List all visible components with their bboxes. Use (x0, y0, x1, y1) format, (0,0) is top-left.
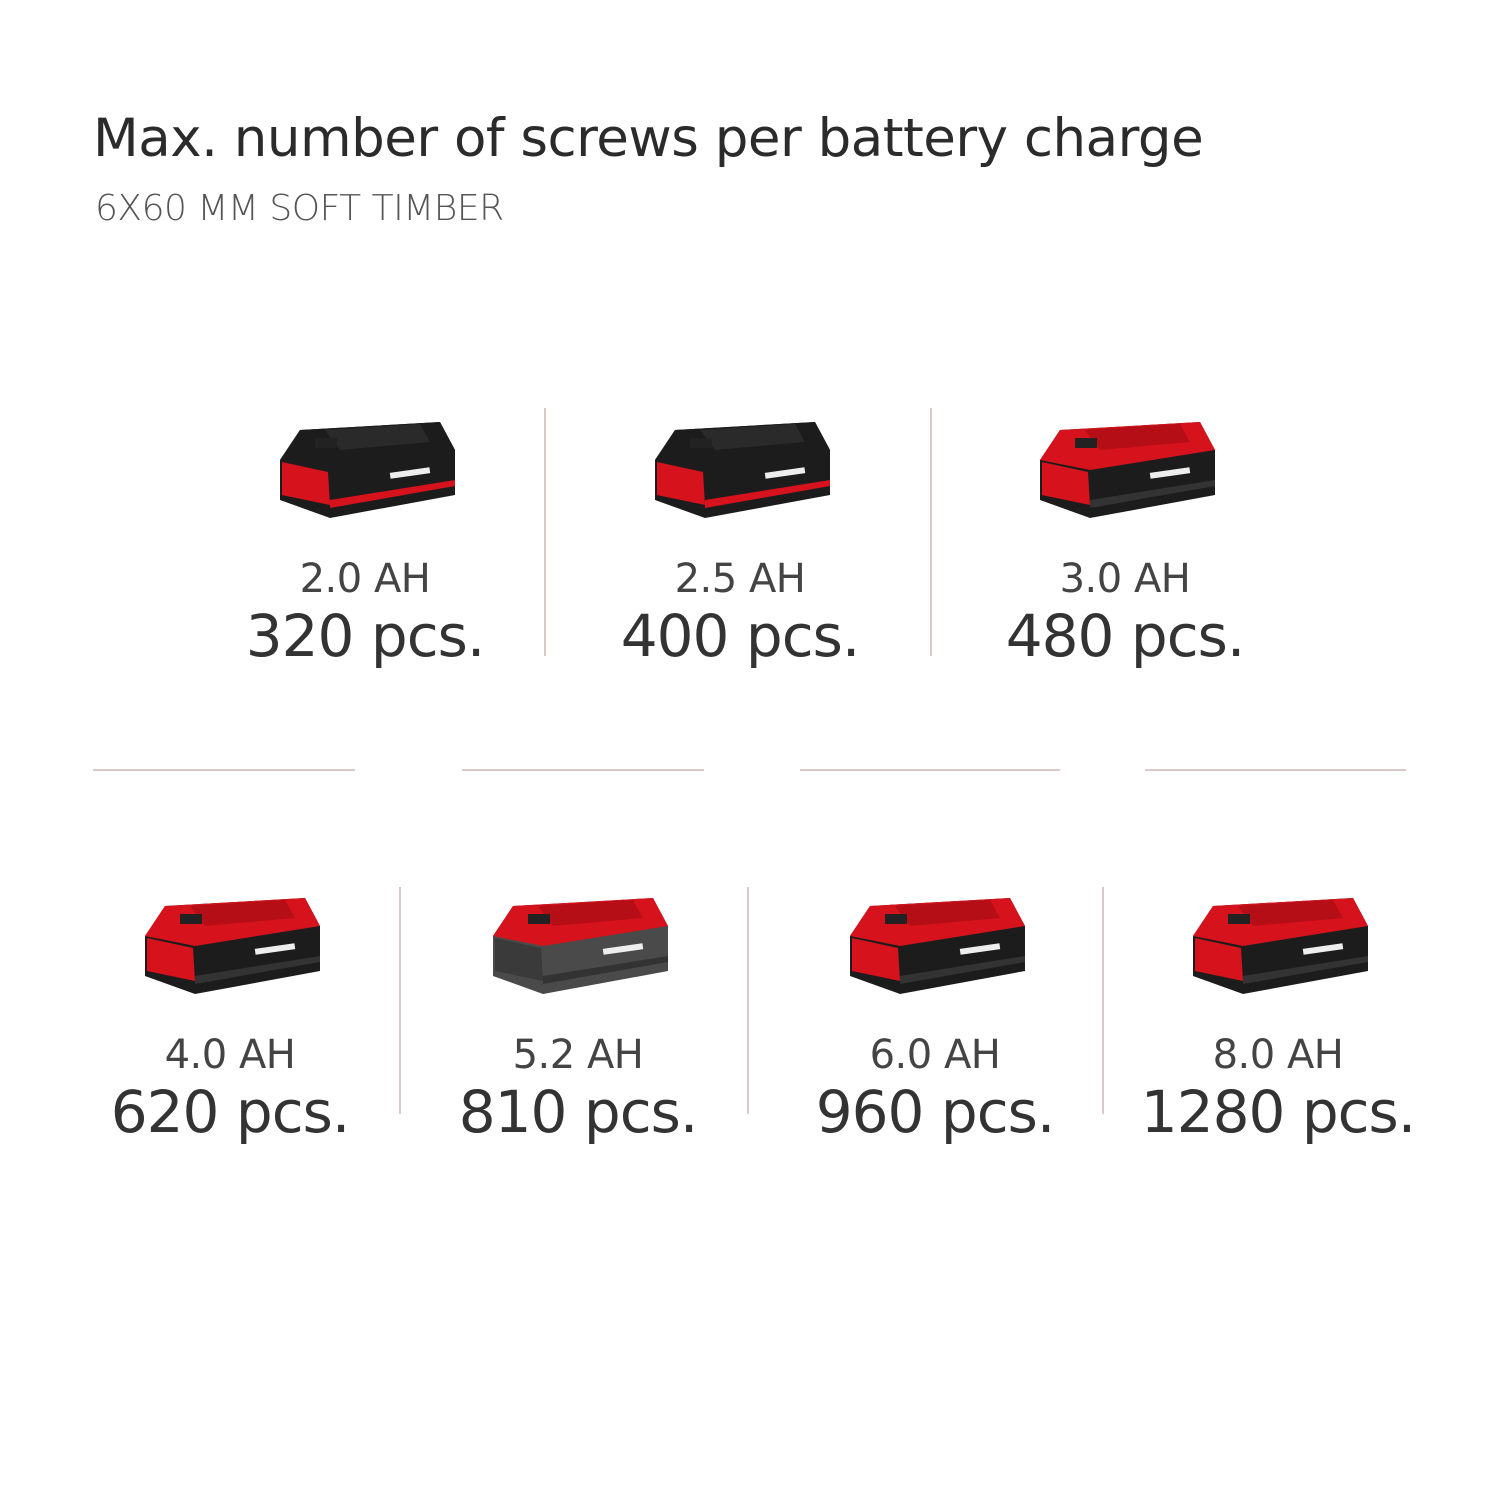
divider (747, 887, 749, 1114)
screw-count: 480 pcs. (1005, 602, 1246, 670)
divider (930, 408, 932, 656)
battery-image (570, 400, 910, 525)
battery-image (955, 400, 1295, 525)
page-subtitle: 6X60 MM SOFT TIMBER (95, 188, 504, 229)
battery-image (60, 876, 400, 1001)
battery-item: 8.0 AH 1280 pcs. (1108, 876, 1448, 1147)
divider (399, 887, 401, 1114)
screw-count: 400 pcs. (620, 602, 861, 670)
screw-count: 620 pcs. (110, 1078, 351, 1146)
divider (93, 769, 355, 771)
battery-image (1108, 876, 1448, 1001)
battery-capacity: 4.0 AH (164, 1032, 296, 1078)
divider (1102, 887, 1104, 1114)
battery-capacity: 8.0 AH (1212, 1032, 1344, 1078)
battery-item: 4.0 AH 620 pcs. (60, 876, 400, 1147)
screw-count: 960 pcs. (815, 1078, 1056, 1146)
screw-count: 810 pcs. (458, 1078, 699, 1146)
battery-item: 2.0 AH 320 pcs. (195, 400, 535, 671)
battery-capacity: 5.2 AH (512, 1032, 644, 1078)
battery-item: 6.0 AH 960 pcs. (765, 876, 1105, 1147)
battery-capacity: 3.0 AH (1059, 556, 1191, 602)
page-title: Max. number of screws per battery charge (93, 108, 1204, 169)
divider (1145, 769, 1406, 771)
battery-image (765, 876, 1105, 1001)
battery-image (408, 876, 748, 1001)
divider (462, 769, 704, 771)
screw-count: 1280 pcs. (1140, 1078, 1416, 1146)
battery-capacity: 2.5 AH (674, 556, 806, 602)
battery-item: 5.2 AH 810 pcs. (408, 876, 748, 1147)
battery-item: 3.0 AH 480 pcs. (955, 400, 1295, 671)
battery-capacity: 2.0 AH (299, 556, 431, 602)
divider (800, 769, 1060, 771)
screw-count: 320 pcs. (245, 602, 486, 670)
battery-capacity: 6.0 AH (869, 1032, 1001, 1078)
battery-image (195, 400, 535, 525)
battery-item: 2.5 AH 400 pcs. (570, 400, 910, 671)
divider (544, 408, 546, 656)
